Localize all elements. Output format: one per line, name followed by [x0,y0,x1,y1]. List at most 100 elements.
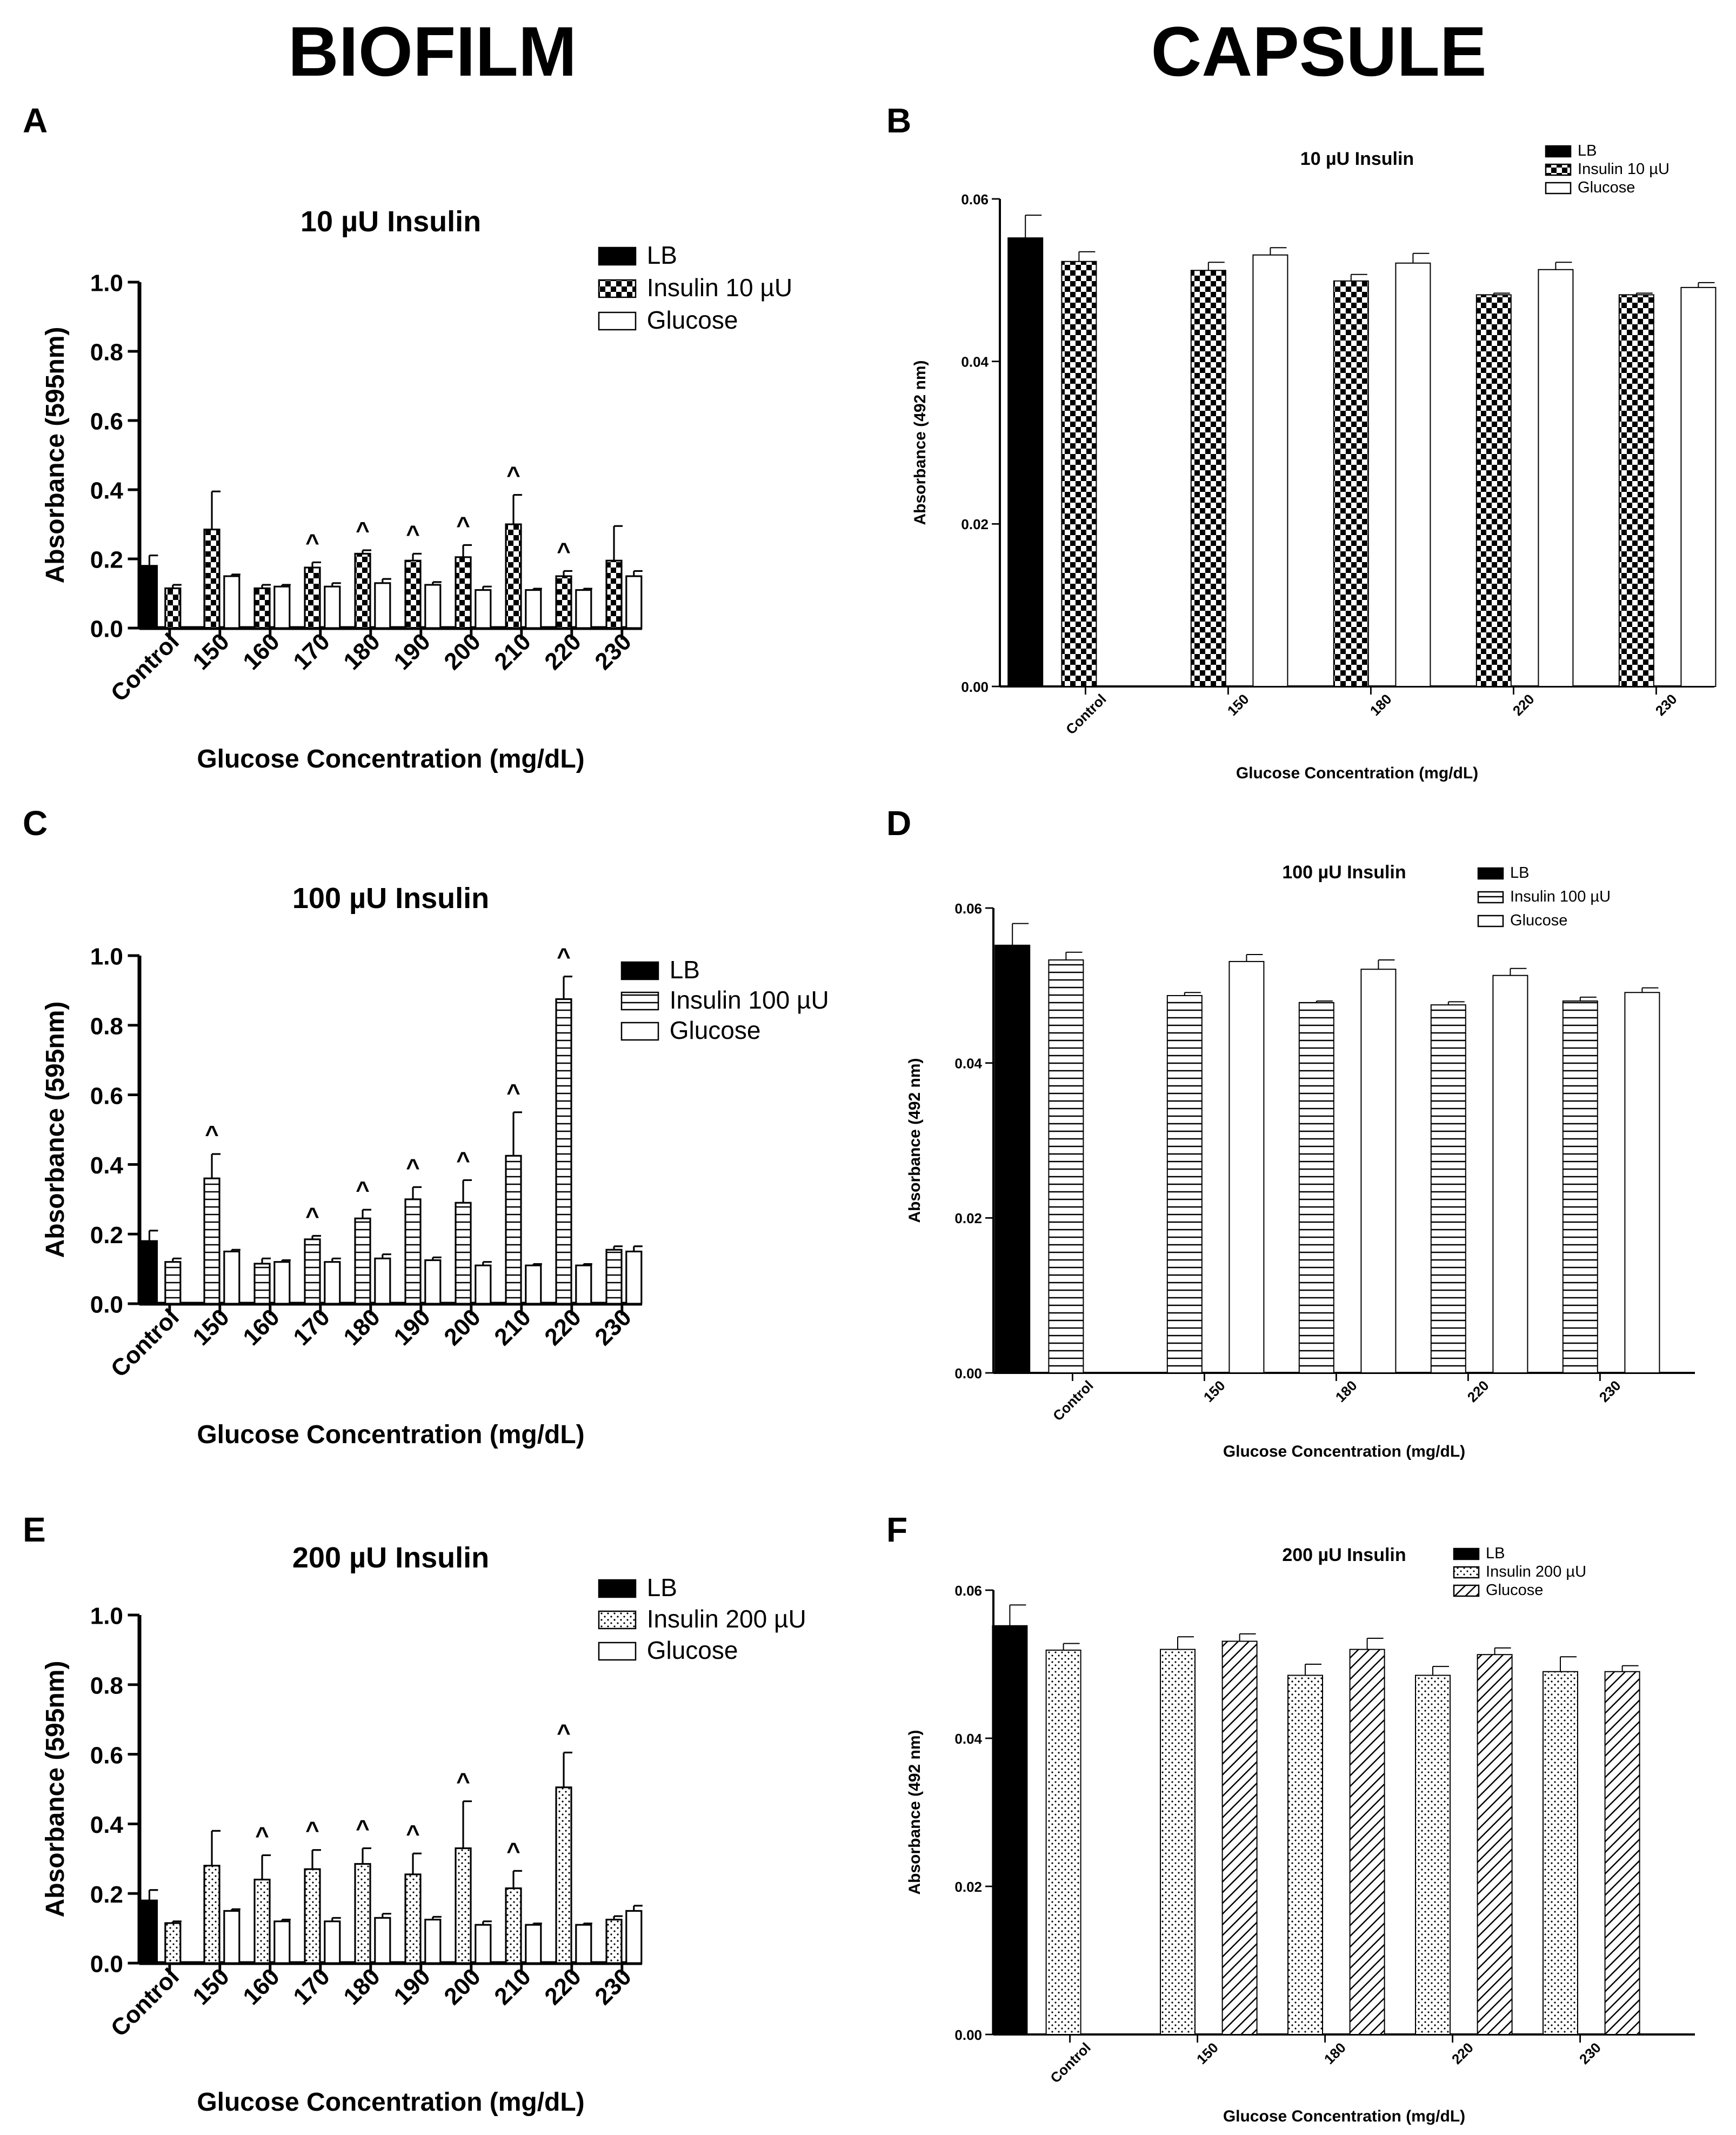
bar-open [374,1257,391,1305]
y-tick-label: 0.4 [90,478,124,504]
legend-swatch-solid [1545,145,1572,158]
bar-open [625,575,643,629]
x-tick-label: 180 [338,1304,385,1351]
bar-diag [1349,1649,1385,2036]
bar-solid [1007,237,1044,688]
bar-open [1538,269,1574,688]
y-tick-label: 0.8 [90,1013,123,1040]
legend-swatch-hlines [620,991,659,1011]
bar-dots [505,1887,522,1964]
y-tick-label: 0.2 [90,1222,123,1249]
bar-diag [1604,1671,1640,2035]
bar-open [575,1924,592,1964]
bar-dots [304,1868,321,1964]
bar-diag [1221,1640,1258,2035]
bar-checker [203,529,221,629]
legend-swatch-checker [1545,163,1572,176]
y-tick-label: 0.0 [90,616,123,643]
bar-open [1252,254,1288,688]
x-tick-label: 210 [489,1304,536,1351]
x-tick-label: 230 [1576,2039,1604,2067]
significance-mark: ^ [305,529,319,556]
legend-label: LB [1578,142,1597,159]
y-axis-label: Absorbance (595nm) [41,327,70,584]
bar-hlines [404,1198,422,1305]
bar-open [1360,969,1397,1373]
panel-label-b: B [886,101,911,140]
x-tick-label: 220 [1448,2039,1477,2067]
x-tick-label: 160 [238,1963,285,2010]
y-tick-label: 0.2 [90,547,123,573]
x-tick-label: 150 [188,628,235,675]
legend-label: Glucose [1578,179,1635,196]
y-tick-label: 0.04 [954,1056,982,1072]
legend-swatch-dots [1453,1566,1480,1579]
significance-mark: ^ [506,1838,520,1864]
legend-swatch-hlines [1477,891,1504,904]
legend-swatch-open [598,311,637,331]
bar-open [374,582,391,629]
bar-hlines [555,998,572,1305]
bar-hlines [164,1261,182,1305]
x-tick-label: 230 [1596,1377,1624,1405]
bar-dots [1543,1671,1578,2035]
legend-label: Glucose [1486,1582,1543,1599]
bar-open [475,589,492,629]
legend-swatch-open [1477,915,1504,928]
bar-hlines [304,1238,321,1305]
legend-swatch-solid [1453,1547,1480,1560]
bar-dots [455,1847,472,1964]
y-axis-label: Absorbance (492 nm) [906,1058,924,1223]
x-tick-label: 160 [238,1304,285,1351]
bar-checker [505,523,522,629]
y-tick-label: 0.04 [954,1731,982,1747]
legend-swatch-checker [598,279,637,298]
x-tick-label: 170 [288,1304,335,1351]
x-axis-label: Glucose Concentration (mg/dL) [197,1420,584,1449]
x-tick-label: 190 [389,1304,436,1351]
bar-dots [1415,1674,1451,2036]
x-tick-label: 200 [439,1304,486,1351]
bar-dots [404,1873,422,1964]
legend-label: Glucose [647,306,738,334]
y-axis-label: Absorbance (492 nm) [911,360,929,525]
bar-checker [605,559,623,629]
y-tick-label: 0.6 [90,1083,123,1109]
bar-checker [1190,270,1226,687]
x-tick-label: 180 [338,1963,385,2010]
legend-label: Glucose [670,1016,761,1044]
bar-open [273,585,291,629]
y-tick-label: 0.04 [961,354,989,370]
significance-mark: ^ [205,1121,219,1147]
bar-open [1492,975,1528,1373]
bar-checker [1618,294,1654,687]
bar-dots [253,1878,271,1964]
x-axis-label: Glucose Concentration (mg/dL) [1223,2107,1465,2125]
chart-title: 100 µU Insulin [292,882,489,915]
bar-open [223,575,241,629]
x-tick-label: 220 [1510,691,1538,719]
legend-label: Glucose [1510,912,1567,929]
bar-diag [1477,1654,1513,2035]
x-tick-label: 150 [188,1963,235,2010]
bar-open [525,589,542,629]
x-tick-label: 180 [1321,2039,1349,2067]
x-tick-label: 210 [489,1963,536,2010]
bar-dots [605,1918,623,1964]
bar-open [575,589,592,629]
bar-open [525,1924,542,1964]
chart-title: 100 µU Insulin [1282,862,1406,883]
bar-dots [1045,1649,1081,2035]
chart-title: 10 µU Insulin [301,205,481,238]
legend-swatch-solid [598,246,637,266]
x-tick-label: Control [1050,1377,1097,1424]
bar-open [1624,992,1660,1373]
y-axis-label: Absorbance (595nm) [41,1002,70,1258]
significance-mark: ^ [506,462,520,489]
y-tick-label: 0.00 [954,1365,982,1382]
bar-checker [354,552,371,629]
legend-label: Glucose [647,1636,738,1664]
x-tick-label: 230 [590,1304,637,1351]
legend-swatch-dots [598,1610,637,1630]
